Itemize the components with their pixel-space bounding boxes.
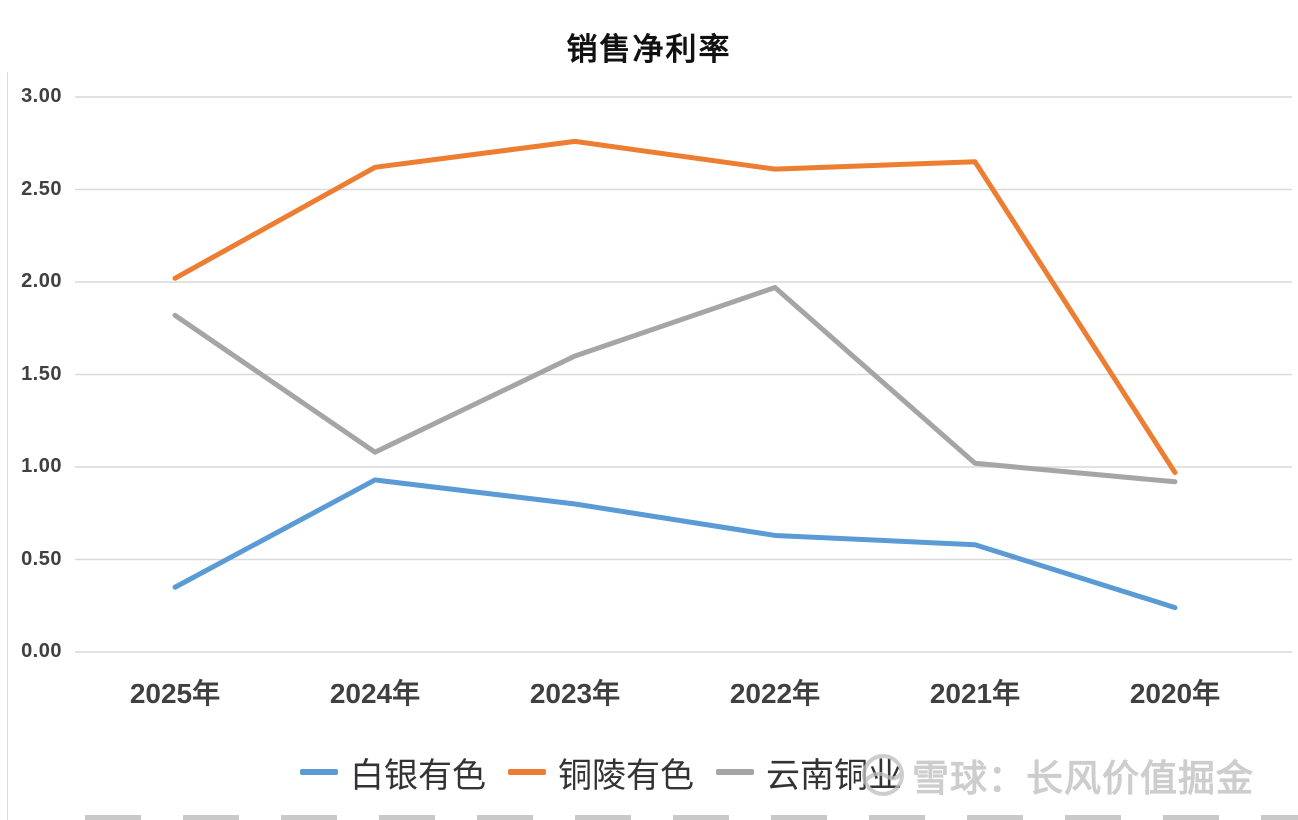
legend-dash-icon — [300, 769, 338, 775]
x-tick-label: 2021年 — [929, 678, 1021, 709]
x-tick-label: 2023年 — [529, 678, 621, 709]
legend-item: 铜陵有色 — [508, 748, 694, 797]
y-tick-label: 0.00 — [21, 640, 62, 662]
x-tick-label: 2022年 — [729, 678, 821, 709]
y-tick-label: 2.00 — [21, 270, 62, 292]
x-tick-label: 2020年 — [1129, 678, 1221, 709]
y-tick-label: 0.50 — [21, 547, 62, 570]
y-tick-label: 1.50 — [21, 362, 62, 385]
left-axis-line — [7, 72, 8, 820]
chart-title: 销售净利率 — [566, 32, 732, 67]
series-line — [172, 138, 1178, 476]
legend-dash-icon — [508, 769, 546, 775]
y-tick-label: 2.50 — [21, 177, 62, 200]
legend-label: 铜陵有色 — [558, 757, 694, 795]
legend-label: 白银有色 — [350, 757, 486, 795]
series-line — [172, 285, 1178, 485]
legend-item: 云南铜业 — [716, 748, 902, 797]
y-tick-label: 1.00 — [21, 455, 62, 477]
legend-item: 白银有色 — [300, 748, 486, 797]
y-tick-label: 3.00 — [21, 85, 62, 107]
watermark: 雪球：长风价值掘金 — [860, 748, 1254, 802]
x-tick-label: 2024年 — [329, 678, 421, 709]
legend: 白银有色 铜陵有色 云南铜业 — [300, 744, 924, 800]
series-line — [172, 477, 1178, 611]
x-tick-label: 2025年 — [129, 678, 221, 709]
cropped-bottom-row — [85, 815, 1298, 820]
legend-dash-icon — [716, 769, 754, 775]
legend-label: 云南铜业 — [766, 757, 902, 795]
watermark-text: 雪球：长风价值掘金 — [912, 758, 1254, 799]
xueqiu-snowball-icon — [862, 754, 904, 796]
